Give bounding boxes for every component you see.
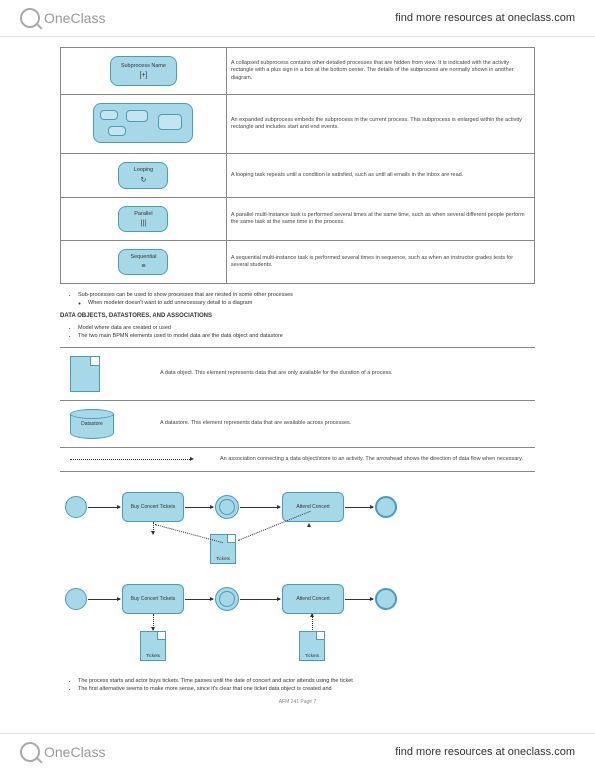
definitions-table: Subprocess Name [+] A collapsed subproce… xyxy=(60,47,535,284)
sequential-shape: Sequential ≡ xyxy=(118,249,168,275)
datastore-row: Datastore A datastore. This element repr… xyxy=(60,401,535,447)
association-row: An association connecting a data object/… xyxy=(60,448,535,471)
bullet-item: The process starts and actor buys ticket… xyxy=(78,678,535,686)
looping-shape: Looping ↻ xyxy=(118,162,168,189)
logo-icon xyxy=(20,742,40,762)
definition-text: An expanded subprocess embeds the subpro… xyxy=(226,95,534,154)
bullets-diagrams: The process starts and actor buys ticket… xyxy=(68,678,535,693)
timer-event xyxy=(215,495,239,519)
sequence-flow xyxy=(88,599,120,600)
table-row: Parallel ||| A parallel multi-instance t… xyxy=(61,198,535,241)
sequence-flow xyxy=(88,507,120,508)
definition-text: A sequential multi-instance task is perf… xyxy=(226,241,534,284)
bullet-item: Sub-processes can be used to show proces… xyxy=(78,292,535,300)
data-object-tickets-1: Tickets xyxy=(140,631,166,661)
brand-logo-footer: OneClass xyxy=(20,742,105,762)
brand-name: OneClass xyxy=(44,744,105,760)
parallel-shape: Parallel ||| xyxy=(118,206,168,232)
logo-icon xyxy=(20,8,40,28)
data-object-row: A data object. This element represents d… xyxy=(60,348,535,400)
divider xyxy=(60,471,535,472)
timer-event xyxy=(215,587,239,611)
sequence-flow xyxy=(345,507,373,508)
table-row: Subprocess Name [+] A collapsed subproce… xyxy=(61,48,535,95)
sequence-flow xyxy=(185,599,213,600)
sequence-flow xyxy=(345,599,373,600)
data-object-desc: A data object. This element represents d… xyxy=(160,370,525,377)
definition-text: A looping task repeats until a condition… xyxy=(226,154,534,198)
table-row: Looping ↻ A looping task repeats until a… xyxy=(61,154,535,198)
definition-text: A collapsed subprocess contains other de… xyxy=(226,48,534,95)
task-buy-tickets: Buy Concert Tickets xyxy=(122,584,184,614)
page-footer: OneClass find more resources at oneclass… xyxy=(0,733,595,770)
start-event xyxy=(65,496,87,518)
find-more-link-footer[interactable]: find more resources at oneclass.com xyxy=(395,746,575,758)
bullet-item: The first alternative seems to make more… xyxy=(78,686,535,694)
bpmn-diagram-1: Buy Concert Tickets Attend Concert Ticke… xyxy=(60,484,535,564)
bullets-data-section: Model where data are created or used The… xyxy=(68,325,535,340)
data-object-shape xyxy=(70,356,100,392)
bullets-subprocess: Sub-processes can be used to show proces… xyxy=(68,292,535,307)
task-attend-concert: Attend Concert xyxy=(282,584,344,614)
find-more-link[interactable]: find more resources at oneclass.com xyxy=(395,12,575,24)
table-row: An expanded subprocess embeds the subpro… xyxy=(61,95,535,154)
end-event xyxy=(375,588,397,610)
page-number: AFM 241 Page 7 xyxy=(60,699,535,705)
association-desc: An association connecting a data object/… xyxy=(220,456,525,463)
sequence-flow xyxy=(240,599,280,600)
page-header: OneClass find more resources at oneclass… xyxy=(0,0,595,37)
brand-name: OneClass xyxy=(44,10,105,26)
data-object-tickets-2: Tickets xyxy=(299,631,325,661)
bpmn-diagram-2: Buy Concert Tickets Attend Concert Ticke… xyxy=(60,576,535,666)
data-object-tickets: Tickets xyxy=(210,534,236,564)
start-event xyxy=(65,588,87,610)
data-association xyxy=(312,614,313,630)
subprocess-shape: Subprocess Name [+] xyxy=(110,56,177,86)
section-heading: DATA OBJECTS, DATASTORES, AND ASSOCIATIO… xyxy=(60,313,535,319)
page-content: Subprocess Name [+] A collapsed subproce… xyxy=(0,37,595,745)
datastore-desc: A datastore. This element represents dat… xyxy=(160,420,525,427)
data-association xyxy=(153,522,154,534)
sequence-flow xyxy=(240,507,280,508)
expanded-subprocess-shape xyxy=(93,103,193,143)
data-association xyxy=(238,511,311,541)
association-line xyxy=(70,459,190,460)
bullet-item: Model where data are created or used xyxy=(78,325,535,333)
bullet-item: When modeler doesn't want to add unneces… xyxy=(88,300,535,308)
brand-logo: OneClass xyxy=(20,8,105,28)
data-association xyxy=(153,614,154,630)
datastore-shape: Datastore xyxy=(70,409,114,439)
bullet-item: The two main BPMN elements used to model… xyxy=(78,333,535,341)
end-event xyxy=(375,496,397,518)
task-buy-tickets: Buy Concert Tickets xyxy=(122,492,184,522)
table-row: Sequential ≡ A sequential multi-instance… xyxy=(61,241,535,284)
definition-text: A parallel multi-instance task is perfor… xyxy=(226,198,534,241)
sequence-flow xyxy=(185,507,213,508)
